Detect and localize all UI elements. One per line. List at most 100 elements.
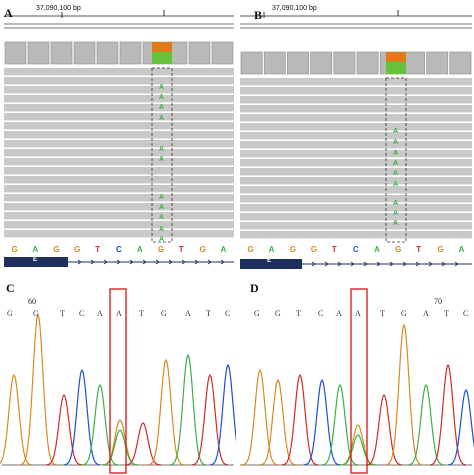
- aligned-read: [240, 186, 472, 194]
- mutation-highlight-box: [350, 288, 368, 474]
- variant-read-base: A: [159, 115, 165, 122]
- basecall-letter: T: [296, 309, 301, 318]
- coverage-bin: [449, 51, 472, 75]
- strand-arrow: [337, 261, 342, 267]
- coverage-alt-allele: [386, 62, 406, 74]
- aligned-read: [4, 221, 234, 229]
- reference-base: A: [268, 245, 275, 254]
- reference-base: T: [416, 245, 422, 254]
- variant-read-base: A: [159, 194, 165, 201]
- variant-read-base: A: [159, 214, 165, 221]
- trace-peak-C: [209, 363, 236, 466]
- aligned-read: [240, 150, 472, 158]
- coverage-bin: [96, 41, 119, 65]
- coverage-ref-allele: [152, 42, 172, 52]
- variant-read-base: A: [393, 200, 399, 207]
- basecall-letter: A: [185, 309, 191, 318]
- trace-peak-G: [385, 323, 423, 466]
- strand-arrow: [207, 259, 212, 265]
- aligned-read: [4, 131, 234, 139]
- aligned-read: [240, 78, 472, 86]
- aligned-read: [240, 114, 472, 122]
- basecall-letter: G: [254, 309, 260, 318]
- strand-arrow: [363, 261, 368, 267]
- reference-base: G: [289, 245, 296, 254]
- coverage-bin: [188, 41, 211, 65]
- aligned-read: [240, 96, 472, 104]
- trace-peak-G: [241, 368, 279, 466]
- coverage-bin: [119, 41, 142, 65]
- strand-arrow: [103, 259, 108, 265]
- basecall-letter: A: [355, 309, 361, 318]
- basecall-letter: C: [79, 309, 85, 318]
- variant-read-base: A: [393, 128, 399, 135]
- chromatogram-c: [0, 288, 236, 474]
- strand-arrow: [168, 259, 173, 265]
- trace-peak-C: [63, 368, 101, 466]
- strand-arrow: [194, 259, 199, 265]
- exon-block: [4, 257, 68, 267]
- strand-arrow: [181, 259, 186, 265]
- aligned-read: [240, 105, 472, 113]
- strand-arrow: [90, 259, 95, 265]
- basecall-letter: G: [7, 309, 13, 318]
- strand-arrow: [220, 259, 225, 265]
- trace-peak-A: [407, 383, 445, 466]
- coverage-bin: [287, 51, 309, 75]
- aligned-read: [4, 77, 234, 85]
- variant-read-base: A: [159, 156, 165, 163]
- aligned-read: [4, 122, 234, 130]
- trace-peak-C: [447, 388, 474, 466]
- aligned-read: [4, 149, 234, 157]
- strand-arrow: [155, 259, 160, 265]
- aligned-read: [4, 203, 234, 211]
- coverage-bin: [73, 41, 96, 65]
- trace-peak-G: [147, 358, 185, 466]
- coordinate-label-b: 37,090,100 bp: [272, 5, 317, 12]
- exon-label-a: E: [33, 257, 38, 263]
- basecall-letter: A: [336, 309, 342, 318]
- strand-arrow: [116, 259, 121, 265]
- basecall-letter: G: [275, 309, 281, 318]
- variant-read-base: A: [393, 170, 399, 177]
- coverage-bin: [4, 41, 27, 65]
- coverage-bin: [403, 51, 425, 75]
- panel-label-c: C: [6, 281, 15, 295]
- reference-base: A: [458, 245, 465, 254]
- basecall-letter: T: [139, 309, 144, 318]
- panel-c: C 60 G G T C A A T G A T C: [0, 275, 236, 475]
- basecall-letter: C: [463, 309, 469, 318]
- trace-peak-A: [339, 434, 377, 466]
- coordinate-label-a: 37,090,100 bp: [36, 5, 81, 12]
- trace-peak-T: [45, 393, 83, 466]
- aligned-read: [4, 185, 234, 193]
- variant-read-base: A: [393, 160, 399, 167]
- aligned-read: [240, 141, 472, 149]
- aligned-read: [240, 159, 472, 167]
- variant-read-base: A: [159, 236, 165, 243]
- variant-read-base: A: [159, 146, 165, 153]
- variant-read-base: A: [159, 204, 165, 211]
- coverage-bin: [356, 51, 379, 75]
- trace-peak-A: [169, 353, 207, 466]
- reference-base: T: [331, 245, 337, 254]
- trace-peak-G: [0, 373, 33, 466]
- aligned-read: [240, 123, 472, 131]
- variant-read-base: A: [393, 150, 399, 157]
- reference-base: T: [95, 245, 100, 254]
- strand-arrow: [142, 259, 147, 265]
- variant-read-base: A: [159, 84, 165, 91]
- strand-arrow: [428, 261, 433, 267]
- aligned-read: [240, 204, 472, 212]
- trace-peak-T: [365, 393, 403, 466]
- basecall-letter: A: [423, 309, 429, 318]
- mutation-highlight-box: [109, 288, 127, 474]
- trace-peak-A: [81, 383, 119, 466]
- reference-base: G: [310, 245, 318, 254]
- trace-peak-T: [429, 363, 467, 466]
- basecall-letter: T: [444, 309, 449, 318]
- position-tick-d: 70: [434, 297, 442, 306]
- basecall-letter: T: [206, 309, 211, 318]
